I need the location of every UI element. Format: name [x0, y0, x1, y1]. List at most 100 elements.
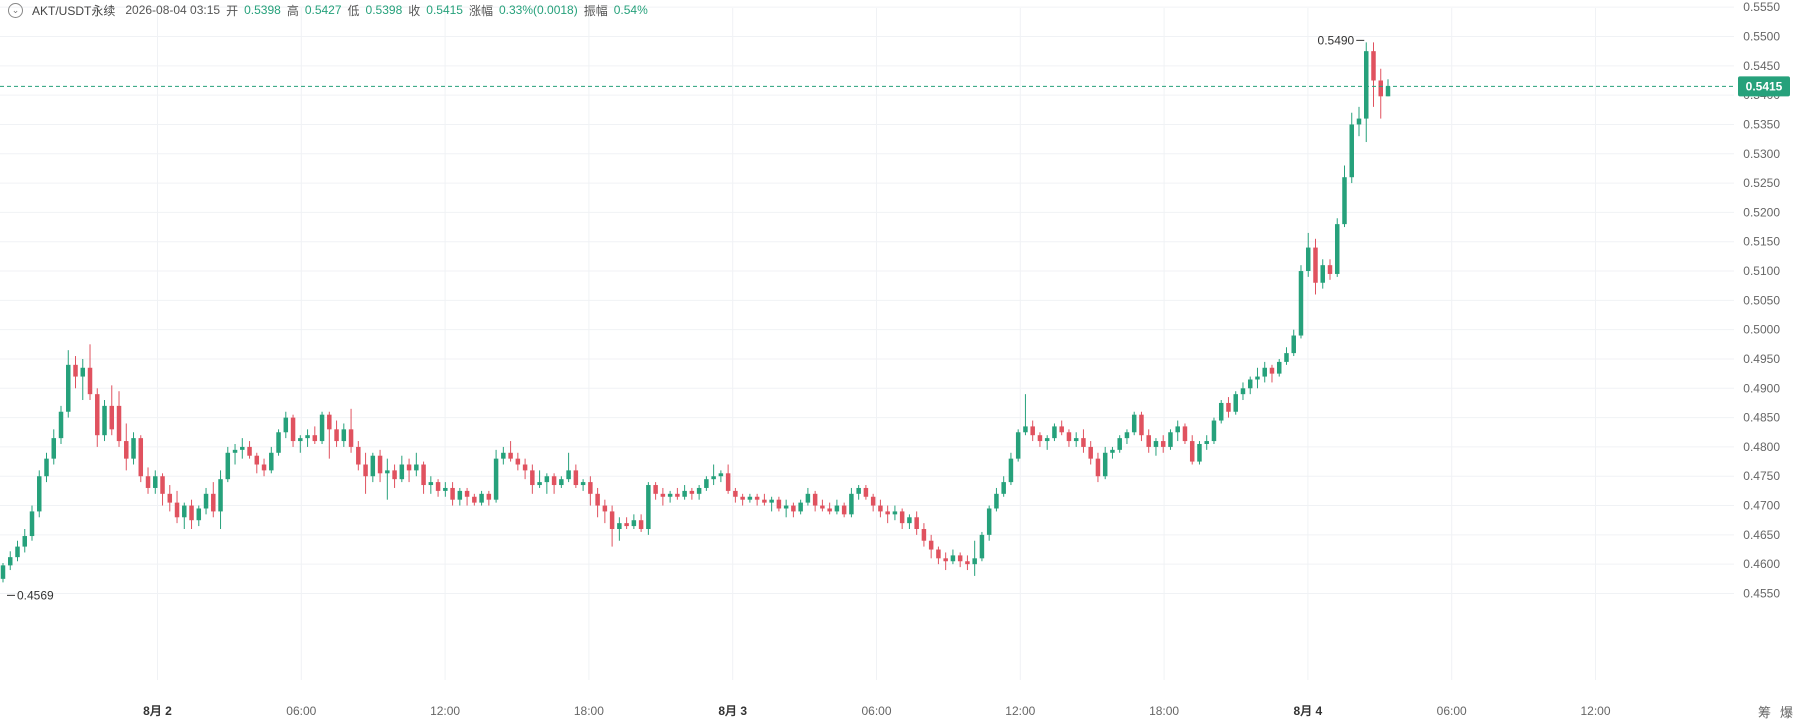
candle-body	[580, 482, 586, 486]
candle-body	[544, 476, 550, 483]
candle	[211, 482, 216, 518]
chevron-down-circle-icon[interactable]: ⌄	[8, 2, 23, 18]
candle-body	[211, 493, 216, 512]
candle-body	[1110, 449, 1115, 453]
candle-body	[1081, 438, 1086, 447]
candle-body	[928, 540, 934, 550]
symbol-label: AKT/USDT永续	[32, 3, 116, 18]
candle-body	[718, 473, 724, 477]
candle-body	[87, 367, 93, 395]
candle-body	[957, 555, 963, 562]
time-axis[interactable]: 8月 2 06:00 12:00 18:00 8月 3 06:00 12:00 18:00 8月…	[143, 704, 1611, 718]
price-tick: 0.4800	[1743, 440, 1780, 454]
candle	[406, 458, 412, 483]
candle-body	[885, 511, 890, 515]
open-value: 0.5398	[244, 3, 281, 17]
candle	[812, 490, 818, 512]
high-value: 0.5427	[304, 3, 342, 17]
candle-body	[573, 470, 579, 486]
candle-body	[1182, 426, 1188, 442]
candle	[1218, 400, 1224, 424]
candle	[443, 482, 448, 497]
candle	[551, 473, 557, 494]
candle-body	[443, 487, 448, 491]
candle	[805, 487, 811, 506]
candle-body	[537, 482, 542, 486]
candle	[73, 356, 78, 389]
candle	[783, 499, 789, 518]
candle-body	[559, 479, 564, 486]
close-value: 0.5415	[426, 3, 463, 17]
candle	[1334, 218, 1340, 277]
candle	[747, 493, 753, 503]
candle-body	[892, 511, 898, 515]
candle-body	[116, 405, 122, 442]
log-scale-button[interactable]: 爆	[1780, 705, 1794, 720]
candle	[1030, 420, 1035, 442]
candle	[1233, 391, 1238, 415]
candle	[1356, 106, 1362, 137]
candle-body	[327, 414, 332, 430]
candle-body	[240, 446, 245, 450]
candle	[247, 441, 252, 459]
candle-body	[73, 364, 78, 377]
amplitude-label: 振幅	[583, 3, 608, 18]
candle-body	[972, 558, 977, 565]
candle	[733, 487, 738, 503]
candle	[1371, 42, 1376, 107]
candle-body	[290, 417, 296, 442]
candle	[399, 455, 405, 483]
candle	[965, 555, 970, 571]
candle	[1037, 432, 1043, 447]
candle-body	[1023, 426, 1028, 433]
candle-body	[450, 487, 455, 500]
auto-scale-button[interactable]: 筹	[1758, 705, 1772, 720]
candle	[1349, 112, 1354, 184]
candle-body	[965, 561, 970, 565]
candle	[450, 482, 455, 506]
candle-body	[138, 438, 144, 477]
candle-body	[1037, 435, 1043, 442]
candle	[269, 446, 274, 474]
candle-body	[145, 476, 151, 488]
candle-body	[109, 405, 115, 430]
candle	[856, 485, 861, 500]
time-tick: 06:00	[861, 704, 891, 718]
time-tick: 06:00	[286, 704, 316, 718]
candle	[196, 505, 202, 527]
price-tick: 0.4700	[1743, 499, 1780, 513]
candle	[414, 452, 419, 477]
candle-body	[153, 476, 158, 488]
candle	[1124, 429, 1130, 444]
candle	[327, 411, 332, 459]
candle-body	[870, 496, 876, 506]
price-tick: 0.4750	[1743, 469, 1780, 483]
candle-body	[849, 493, 854, 515]
candle-body	[406, 464, 412, 471]
candle-body	[1008, 458, 1014, 483]
price-axis[interactable]: 0.55500.55000.54500.54000.53500.53000.52…	[1738, 0, 1790, 601]
candle	[820, 499, 825, 512]
time-tick: 18:00	[1149, 704, 1179, 718]
candle-body	[102, 405, 107, 436]
candle-body	[783, 505, 789, 509]
candle	[878, 499, 883, 518]
candle	[907, 514, 912, 530]
price-tick: 0.4650	[1743, 528, 1780, 542]
candle	[994, 487, 999, 512]
candle-body	[1305, 247, 1311, 272]
candle	[472, 493, 477, 506]
candle	[232, 443, 238, 465]
candle	[1160, 435, 1166, 453]
candle-body	[675, 493, 680, 497]
candle-body	[1276, 361, 1282, 374]
candle	[95, 388, 100, 447]
candle-body	[1015, 432, 1021, 459]
candle-body	[486, 493, 492, 500]
candle-body	[1095, 458, 1101, 477]
candle-body	[1363, 51, 1369, 119]
candle-body	[856, 487, 861, 494]
candle	[1262, 361, 1267, 383]
candle-body	[37, 476, 42, 512]
